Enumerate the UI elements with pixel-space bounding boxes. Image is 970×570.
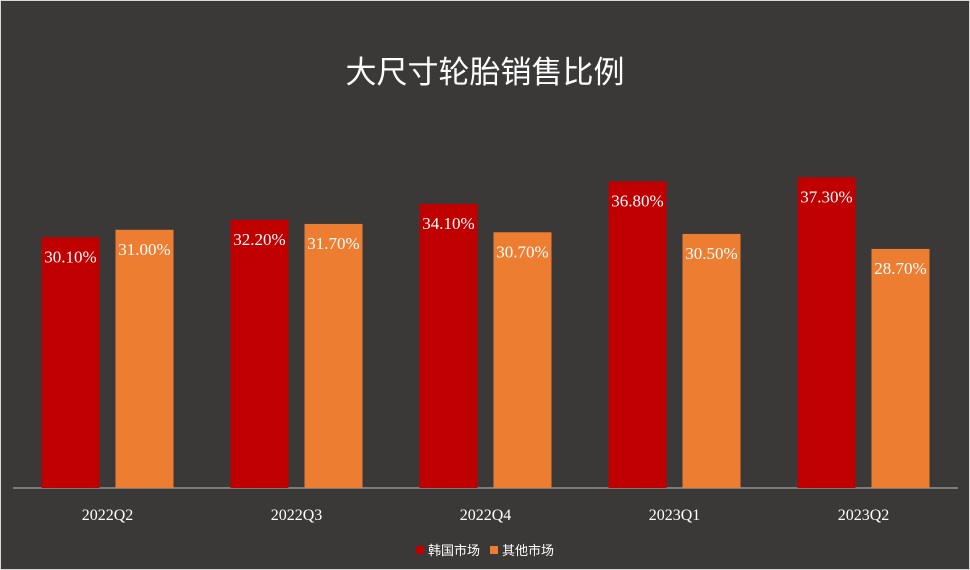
legend-label-korea: 韩国市场	[427, 544, 480, 559]
chart-title: 大尺寸轮胎销售比例	[345, 55, 625, 91]
bar-korea-2022Q2	[41, 237, 100, 488]
data-label-korea-2023Q1: 36.80%	[611, 191, 663, 210]
bar-korea-2022Q4	[419, 203, 478, 488]
legend-swatch-korea	[415, 545, 424, 554]
legend: 韩国市场 其他市场	[1, 540, 969, 559]
bar-other-2023Q1	[682, 233, 741, 488]
data-label-other-2022Q2: 31.00%	[118, 240, 170, 259]
data-label-other-2023Q2: 28.70%	[874, 259, 926, 278]
legend-entry-other: 其他市场	[490, 540, 554, 559]
legend-label-other: 其他市场	[502, 544, 555, 559]
bar-other-2022Q3	[304, 223, 363, 488]
bar-other-2022Q4	[493, 232, 552, 488]
x-tick-label-2023Q1: 2023Q1	[649, 507, 701, 524]
bar-other-2022Q2	[115, 229, 174, 488]
bar-korea-2022Q3	[230, 219, 289, 489]
bar-korea-2023Q2	[797, 177, 856, 488]
x-tick-label-2022Q2: 2022Q2	[82, 507, 134, 524]
data-label-korea-2022Q4: 34.10%	[422, 214, 474, 233]
data-label-other-2023Q1: 30.50%	[685, 244, 737, 263]
data-label-other-2022Q3: 31.70%	[307, 234, 359, 253]
x-tick-label-2022Q3: 2022Q3	[271, 507, 323, 524]
bar-korea-2023Q1	[608, 181, 667, 488]
data-label-korea-2023Q2: 37.30%	[800, 187, 852, 206]
bar-other-2023Q2	[871, 248, 930, 488]
x-tick-label-2022Q4: 2022Q4	[460, 507, 512, 524]
data-label-other-2022Q4: 30.70%	[496, 242, 548, 261]
data-label-korea-2022Q2: 30.10%	[44, 247, 96, 266]
data-label-korea-2022Q3: 32.20%	[233, 230, 285, 249]
legend-swatch-other	[490, 545, 498, 554]
x-tick-label-2023Q2: 2023Q2	[838, 507, 890, 524]
legend-entry-korea: 韩国市场	[415, 540, 480, 559]
